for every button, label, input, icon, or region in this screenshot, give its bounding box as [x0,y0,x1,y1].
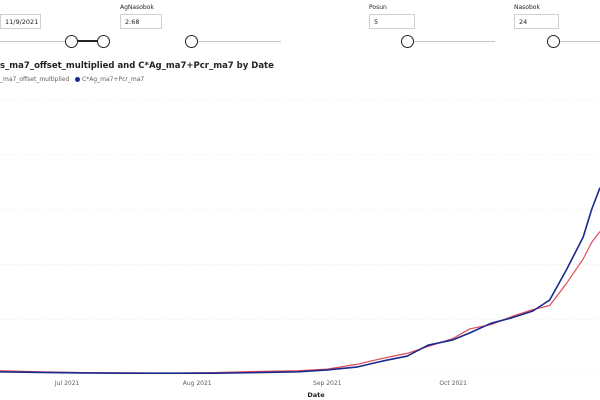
posun-slicer-input[interactable]: 5 [369,14,415,29]
agnasobok-slider-thumb[interactable] [185,35,198,48]
x-tick-label: Oct 2021 [439,380,467,387]
legend-item-red-series[interactable]: _ma7_offset_multiplied [0,76,69,83]
agnasobok-slicer-label: AgNasobok [120,4,154,11]
nasobok-slider-track[interactable] [555,41,600,42]
series-lines [0,187,600,375]
x-tick-label: Sep 2021 [313,380,342,387]
x-tick-label: Jul 2021 [54,380,80,387]
date-slider-start-thumb[interactable] [65,35,78,48]
x-axis-label: Date [307,391,325,399]
posun-slicer-label: Posun [369,4,387,11]
date-slider-end-thumb[interactable] [97,35,110,48]
agnasobok-slider-track[interactable] [193,41,281,42]
date-slider-fill [71,40,103,42]
posun-slider-thumb[interactable] [401,35,414,48]
date-slider-track[interactable] [0,41,110,42]
nasobok-slider-thumb[interactable] [547,35,560,48]
grid-lines [0,99,600,375]
legend-label: _ma7_offset_multiplied [0,76,70,83]
nasobok-slicer-label: Nasobok [514,4,540,11]
x-axis-ticks: Jul 2021 Aug 2021 Sep 2021 Oct 2021 [54,380,467,387]
chart-title: s_ma7_offset_multiplied and C*Ag_ma7+Pcr… [0,61,274,71]
series-line-blue[interactable] [0,187,600,375]
legend-item-blue-series[interactable]: C*Ag_ma7+Pcr_ma7 [75,76,144,83]
nasobok-slicer-input[interactable]: 24 [514,14,559,29]
x-tick-label: Aug 2021 [183,380,212,387]
agnasobok-slicer-input[interactable]: 2.68 [120,14,162,29]
posun-slider-track[interactable] [409,41,495,42]
date-slicer-input[interactable]: 11/9/2021 [0,14,41,29]
legend-label: C*Ag_ma7+Pcr_ma7 [82,76,145,83]
series-line-red[interactable] [0,231,600,374]
legend-dot-icon [75,77,80,82]
